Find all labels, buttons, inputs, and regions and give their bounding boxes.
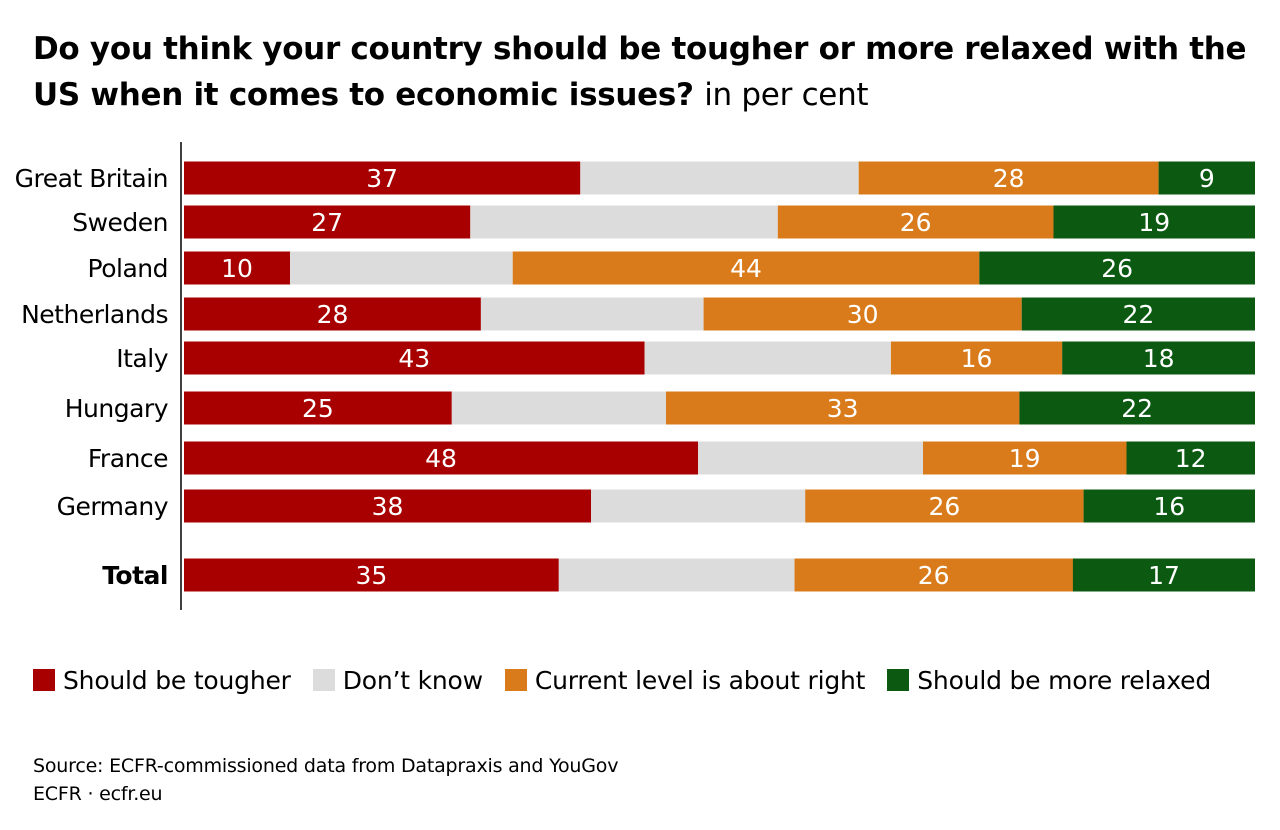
data-label-sweden-should-be-more-relaxed: 19 [1138, 208, 1170, 237]
legend-swatch-should-be-tougher [33, 669, 55, 691]
data-label-great-britain-should-be-more-relaxed: 9 [1199, 164, 1215, 193]
chart-title-unit: in per cent [704, 77, 869, 113]
data-label-total-should-be-tougher: 35 [355, 561, 387, 590]
source-block: Source: ECFR-commissioned data from Data… [33, 752, 618, 808]
credit-line: ECFR · ecfr.eu [33, 783, 163, 805]
data-label-hungary-should-be-tougher: 25 [302, 394, 334, 423]
bar-total-should-be-tougher [184, 558, 559, 592]
bar-germany-should-be-tougher [184, 489, 591, 523]
bar-italy-don-t-know [644, 341, 891, 375]
bar-netherlands-don-t-know [480, 297, 704, 331]
bar-italy-should-be-tougher [184, 341, 645, 375]
bar-great-britain-don-t-know [580, 161, 859, 195]
category-label-sweden: Sweden [72, 208, 168, 237]
category-label-hungary: Hungary [65, 394, 169, 423]
bar-total-don-t-know [558, 558, 795, 592]
data-label-great-britain-current-level-is-about-right: 28 [993, 164, 1025, 193]
bar-netherlands-should-be-more-relaxed [1021, 297, 1255, 331]
bar-total-should-be-more-relaxed [1072, 558, 1255, 592]
bar-netherlands-should-be-tougher [184, 297, 481, 331]
data-label-great-britain-should-be-tougher: 37 [366, 164, 398, 193]
category-label-netherlands: Netherlands [21, 300, 168, 329]
bar-poland-should-be-more-relaxed [979, 251, 1255, 285]
bar-sweden-should-be-tougher [184, 205, 471, 239]
bar-france-should-be-tougher [184, 441, 699, 475]
data-label-poland-should-be-tougher: 10 [221, 254, 253, 283]
legend-label-should-be-more-relaxed: Should be more relaxed [917, 665, 1212, 695]
legend-label-current-level-is-about-right: Current level is about right [534, 665, 866, 695]
bar-great-britain-should-be-tougher [184, 161, 581, 195]
data-label-netherlands-should-be-tougher: 28 [317, 300, 349, 329]
data-label-hungary-current-level-is-about-right: 33 [827, 394, 859, 423]
bar-germany-don-t-know [591, 489, 806, 523]
bar-great-britain-current-level-is-about-right [858, 161, 1159, 195]
category-label-total: Total [102, 561, 168, 590]
bar-total-current-level-is-about-right [794, 558, 1073, 592]
data-label-total-should-be-more-relaxed: 17 [1148, 561, 1180, 590]
category-label-france: France [88, 444, 168, 473]
bar-poland-should-be-tougher [184, 251, 290, 285]
legend-item-current-level-is-about-right: Current level is about right [504, 665, 866, 695]
data-label-hungary-should-be-more-relaxed: 22 [1121, 394, 1153, 423]
legend-label-should-be-tougher: Should be tougher [63, 665, 291, 695]
bar-france-current-level-is-about-right [923, 441, 1127, 475]
bar-poland-don-t-know [290, 251, 513, 285]
bar-france-should-be-more-relaxed [1126, 441, 1255, 475]
data-label-netherlands-current-level-is-about-right: 30 [847, 300, 879, 329]
bar-italy-current-level-is-about-right [890, 341, 1063, 375]
bar-france-don-t-know [698, 441, 923, 475]
bar-hungary-should-be-more-relaxed [1019, 391, 1255, 425]
legend-label-don-t-know: Don’t know [342, 665, 483, 695]
data-label-total-current-level-is-about-right: 26 [918, 561, 950, 590]
bar-hungary-don-t-know [451, 391, 666, 425]
source-line: Source: ECFR-commissioned data from Data… [33, 755, 619, 777]
data-label-netherlands-should-be-more-relaxed: 22 [1122, 300, 1154, 329]
data-label-germany-should-be-tougher: 38 [372, 492, 404, 521]
data-label-poland-current-level-is-about-right: 44 [730, 254, 762, 283]
data-label-france-should-be-tougher: 48 [425, 444, 457, 473]
data-label-poland-should-be-more-relaxed: 26 [1101, 254, 1133, 283]
legend-item-should-be-more-relaxed: Should be more relaxed [887, 666, 1211, 695]
bar-hungary-should-be-tougher [184, 391, 452, 425]
bar-great-britain-should-be-more-relaxed [1158, 161, 1255, 195]
legend: Should be tougher Don’t know Current level… [33, 662, 1211, 698]
bar-germany-should-be-more-relaxed [1083, 489, 1255, 523]
bar-germany-current-level-is-about-right [805, 489, 1084, 523]
data-label-sweden-current-level-is-about-right: 26 [900, 208, 932, 237]
category-label-germany: Germany [57, 492, 169, 521]
bar-hungary-current-level-is-about-right [666, 391, 1020, 425]
data-label-france-current-level-is-about-right: 19 [1009, 444, 1041, 473]
bar-sweden-current-level-is-about-right [777, 205, 1054, 239]
category-label-italy: Italy [116, 344, 168, 373]
category-label-poland: Poland [88, 254, 168, 283]
chart-title-text: Do you think your country should be toug… [33, 31, 1247, 113]
bar-italy-should-be-more-relaxed [1062, 341, 1255, 375]
chart-title: Do you think your country should be toug… [33, 26, 1253, 118]
bar-sweden-don-t-know [470, 205, 778, 239]
legend-item-should-be-tougher: Should be tougher [33, 666, 291, 695]
legend-swatch-don-t-know [312, 669, 335, 691]
bar-poland-current-level-is-about-right [512, 251, 980, 285]
legend-swatch-should-be-more-relaxed [887, 669, 910, 691]
category-label-great-britain: Great Britain [15, 164, 168, 193]
legend-item-don-t-know: Don’t know [312, 665, 483, 695]
category-labels-group: Great Britain Sweden Poland Netherlands Ital… [15, 164, 170, 590]
data-label-sweden-should-be-tougher: 27 [311, 208, 343, 237]
bar-sweden-should-be-more-relaxed [1053, 205, 1255, 239]
data-label-germany-current-level-is-about-right: 26 [928, 492, 960, 521]
data-label-france-should-be-more-relaxed: 12 [1175, 444, 1207, 473]
data-label-germany-should-be-more-relaxed: 16 [1153, 492, 1185, 521]
data-label-italy-should-be-more-relaxed: 18 [1143, 344, 1175, 373]
bar-netherlands-current-level-is-about-right [703, 297, 1022, 331]
legend-swatch-current-level-is-about-right [504, 669, 527, 691]
data-label-italy-should-be-tougher: 43 [398, 344, 430, 373]
data-label-italy-current-level-is-about-right: 16 [961, 344, 993, 373]
